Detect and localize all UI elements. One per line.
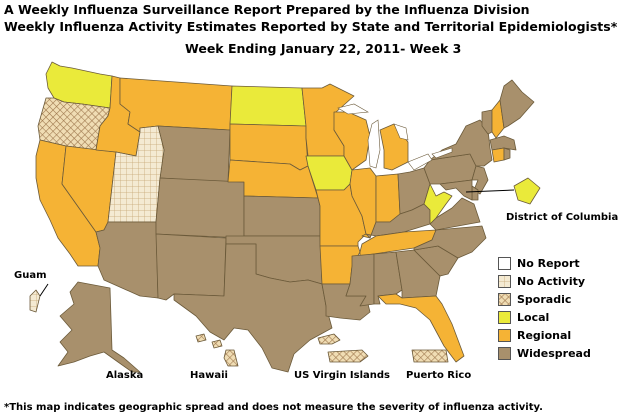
legend-item-local: Local [498, 308, 591, 326]
label-us-virgin-islands: US Virgin Islands [294, 370, 390, 381]
state-MD [439, 179, 473, 201]
state-PR [411, 349, 449, 363]
state-AZ [95, 221, 159, 299]
legend-swatch-regional [498, 328, 511, 342]
legend: No Report No Activity Sporadic Local Reg… [498, 254, 591, 362]
state-ND [229, 85, 307, 127]
legend-item-widespread: Widespread [498, 344, 591, 362]
state-WY [157, 125, 231, 183]
state-GU [29, 289, 41, 313]
legend-item-regional: Regional [498, 326, 591, 344]
label-alaska: Alaska [106, 370, 144, 381]
state-FL [377, 293, 465, 363]
legend-swatch-sporadic [498, 292, 511, 306]
footnote: *This map indicates geographic spread an… [4, 402, 543, 413]
guam-pointer-line [39, 283, 49, 297]
label-guam: Guam [14, 270, 47, 281]
title-line-1: A Weekly Influenza Surveillance Report P… [4, 2, 530, 17]
state-IN [375, 173, 401, 223]
legend-label: No Report [517, 256, 580, 270]
state-HI [211, 339, 223, 349]
state-TX [173, 243, 333, 373]
state-IL [349, 167, 377, 239]
state-DC [513, 177, 541, 205]
week-label: Week Ending January 22, 2011- Week 3 [185, 41, 462, 56]
state-NC [413, 225, 487, 259]
legend-swatch-widespread [498, 346, 511, 360]
legend-swatch-no-report [498, 256, 511, 270]
state-WI [333, 111, 371, 171]
state-VA [429, 197, 481, 231]
legend-swatch-local [498, 310, 511, 324]
state-VI [317, 333, 341, 345]
state-HI [223, 349, 239, 367]
legend-label: Local [517, 310, 550, 324]
title-line-2: Weekly Influenza Activity Estimates Repo… [4, 19, 618, 34]
legend-label: No Activity [517, 274, 586, 288]
state-RI [503, 147, 511, 161]
label-hawaii: Hawaii [190, 370, 228, 381]
state-ME [499, 79, 535, 129]
label-puerto-rico: Puerto Rico [406, 370, 472, 381]
label-district-of-columbia: District of Columbia [506, 212, 619, 223]
great-lakes [337, 103, 453, 171]
state-AK [57, 281, 141, 373]
legend-label: Regional [517, 328, 572, 342]
state-CT [491, 147, 505, 163]
legend-item-no-report: No Report [498, 254, 591, 272]
legend-item-no-activity: No Activity [498, 272, 591, 290]
state-MT [119, 77, 233, 133]
state-HI [195, 333, 207, 343]
state-VT [481, 109, 493, 135]
legend-label: Widespread [517, 346, 591, 360]
state-CO [155, 177, 245, 239]
state-VI [327, 349, 369, 363]
state-KS [243, 195, 321, 237]
legend-item-sporadic: Sporadic [498, 290, 591, 308]
state-NM [155, 233, 227, 301]
legend-swatch-no-activity [498, 274, 511, 288]
dc-pointer-line [465, 189, 515, 193]
legend-label: Sporadic [517, 292, 572, 306]
state-WV [423, 183, 453, 225]
